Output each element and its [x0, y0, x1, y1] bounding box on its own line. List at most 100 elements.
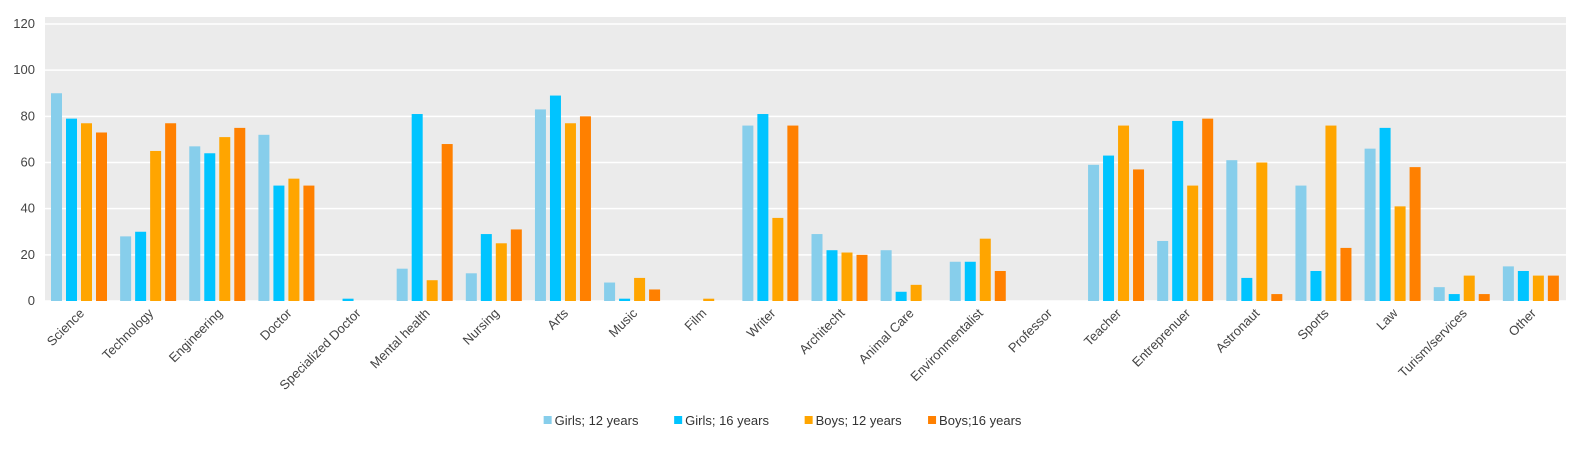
bar — [120, 236, 132, 301]
legend-swatch — [543, 416, 552, 424]
bar — [949, 261, 961, 301]
plot-area — [45, 17, 1566, 301]
bar — [480, 234, 492, 301]
bar — [604, 282, 616, 301]
y-tick-label: 120 — [13, 16, 35, 31]
x-tick-label: Sports — [1294, 305, 1332, 343]
bar — [1256, 162, 1268, 301]
bar — [994, 270, 1006, 301]
x-tick-label: Nursing — [460, 306, 502, 348]
x-tick-label: Professor — [1005, 305, 1055, 355]
x-tick-label: Music — [606, 305, 641, 340]
bar — [1226, 160, 1238, 301]
bar — [1409, 167, 1421, 301]
legend-label: Boys; 12 years — [816, 413, 902, 428]
y-axis: 0 20 40 60 80 100 120 — [13, 16, 35, 308]
bar — [703, 298, 715, 301]
y-tick-label: 0 — [28, 293, 35, 308]
bar — [465, 273, 477, 301]
bar — [910, 284, 922, 301]
bar — [1118, 125, 1130, 301]
bar — [579, 116, 591, 301]
bar — [135, 231, 147, 301]
x-tick-label: Astronaut — [1212, 305, 1262, 355]
bar — [1433, 287, 1445, 301]
bar — [1295, 185, 1307, 301]
y-tick-label: 40 — [21, 201, 35, 216]
bar — [979, 238, 991, 301]
x-tick-label: Technology — [99, 305, 156, 362]
bar — [1325, 125, 1337, 301]
bar — [564, 123, 576, 301]
x-tick-label: Teacher — [1081, 305, 1125, 349]
bar — [51, 93, 62, 301]
legend-swatch — [928, 416, 937, 424]
bar — [826, 250, 838, 301]
bar — [634, 277, 646, 301]
y-tick-label: 20 — [21, 247, 35, 262]
bar — [342, 298, 354, 301]
bar — [964, 261, 976, 301]
bar — [1340, 247, 1352, 301]
legend-label: Girls; 12 years — [555, 413, 639, 428]
bar — [1394, 206, 1406, 301]
bar — [1463, 275, 1475, 301]
bar — [787, 125, 799, 301]
bar — [1379, 127, 1391, 301]
bar — [288, 178, 300, 301]
bar — [258, 134, 270, 301]
legend: Girls; 12 years Girls; 16 years Boys; 12 y… — [543, 413, 1022, 428]
x-tick-label: Entreprenuer — [1129, 305, 1194, 370]
bar — [1502, 266, 1514, 301]
bar — [841, 252, 853, 301]
bar — [772, 217, 784, 301]
bar — [234, 127, 246, 301]
x-tick-label: Mental health — [367, 306, 433, 372]
bar — [219, 137, 231, 301]
y-tick-label: 60 — [21, 155, 35, 170]
bar — [1547, 275, 1559, 301]
bar — [649, 289, 661, 301]
bar — [880, 250, 892, 301]
bar — [1172, 120, 1184, 301]
bar — [1133, 169, 1145, 301]
bar — [165, 123, 177, 301]
bar — [619, 298, 631, 301]
bar — [757, 114, 769, 302]
x-tick-label: Other — [1505, 305, 1539, 339]
x-tick-label: Law — [1373, 305, 1401, 333]
x-tick-label: Writer — [744, 305, 779, 340]
bar — [495, 243, 507, 301]
x-tick-label: Science — [44, 306, 87, 349]
bar — [811, 234, 823, 301]
bar — [303, 185, 315, 301]
bar — [189, 146, 201, 301]
x-tick-label: Doctor — [257, 305, 295, 343]
bar — [441, 144, 453, 301]
legend-label: Girls; 16 years — [685, 413, 769, 428]
bar — [1187, 185, 1199, 301]
bar — [396, 268, 408, 301]
x-tick-label: Arts — [544, 305, 571, 332]
bar — [1271, 294, 1283, 301]
bar — [66, 118, 77, 302]
x-axis: Science Technology Engineering DoctorSpecia… — [44, 305, 1540, 393]
bar — [1364, 148, 1376, 301]
bar — [742, 125, 754, 301]
legend-swatch — [674, 416, 683, 424]
bar — [273, 185, 285, 301]
bar — [549, 95, 561, 301]
bar — [81, 123, 92, 301]
x-tick-label: Turism/services — [1395, 305, 1470, 380]
bar — [1478, 294, 1490, 301]
legend-label: Boys;16 years — [939, 413, 1022, 428]
bars — [51, 93, 1559, 302]
bar — [411, 114, 423, 302]
x-tick-label: Engineering — [166, 306, 226, 366]
bar — [1202, 118, 1214, 302]
bar — [150, 150, 162, 301]
bar — [426, 280, 438, 301]
bar — [1103, 155, 1115, 301]
bar — [204, 153, 216, 301]
